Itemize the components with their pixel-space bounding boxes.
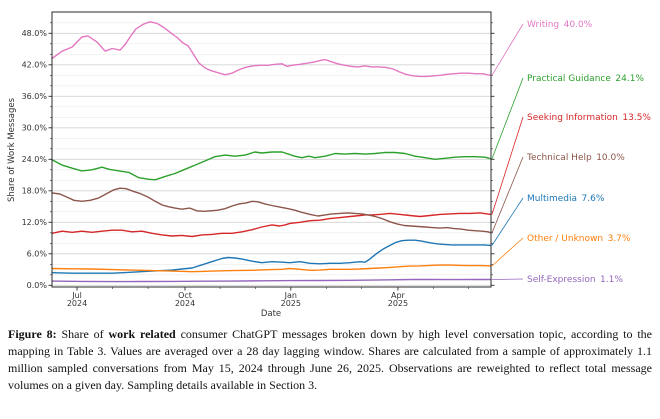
y-tick-label: 12.0%	[22, 218, 48, 227]
axis-tick-labels: 0.0% 6.0% 12.0% 18.0% 24.0% 30.0% 36.0% 42.0% 48…	[22, 29, 409, 308]
leader-line-self-expression	[491, 278, 524, 280]
y-tick-label: 24.0%	[22, 155, 48, 164]
leader-line-technical-help	[491, 156, 524, 233]
axes-frame	[51, 11, 492, 288]
legend-leader-lines	[491, 23, 524, 280]
legend-label-multimedia: Multimedia 7.6%	[527, 194, 605, 204]
series-line-other-unknown	[51, 264, 492, 273]
y-tick-label: 48.0%	[22, 29, 48, 38]
leader-line-practical-guidance	[491, 77, 524, 159]
y-tick-label: 30.0%	[22, 124, 48, 133]
legend-label-seeking-information: Seeking Information 13.5%	[527, 113, 651, 123]
series-line-seeking-information	[51, 212, 492, 238]
legend-label-writing: Writing 40.0%	[527, 20, 593, 30]
legend-label-self-expression: Self-Expression 1.1%	[527, 275, 623, 285]
series-lines	[51, 21, 492, 283]
caption-figure-number: Figure 8:	[8, 327, 57, 341]
x-tick-label: Oct 2024	[175, 291, 195, 308]
x-tick-label: Apr 2025	[388, 291, 408, 308]
figure-caption: Figure 8: Share of work related consumer…	[8, 326, 652, 394]
major-gridlines	[52, 32, 491, 286]
y-tick-label: 0.0%	[27, 281, 48, 290]
series-line-multimedia	[51, 239, 492, 274]
legend-label-technical-help: Technical Help 10.0%	[526, 153, 625, 163]
series-line-technical-help	[51, 187, 492, 234]
series-line-self-expression	[51, 278, 492, 283]
x-tick-label: Jan 2025	[281, 291, 301, 308]
axis-ticks	[48, 22, 495, 291]
leader-line-seeking-information	[491, 116, 524, 215]
y-tick-label: 42.0%	[22, 61, 48, 70]
leader-line-multimedia	[491, 197, 524, 246]
y-tick-label: 36.0%	[22, 92, 48, 101]
legend-label-practical-guidance: Practical Guidance 24.1%	[527, 74, 644, 84]
minor-gridlines	[52, 22, 491, 276]
work-topic-share-line-chart: 0.0% 6.0% 12.0% 18.0% 24.0% 30.0% 36.0% 42.0% 48…	[7, 11, 651, 319]
x-tick-label: Jul 2024	[67, 291, 87, 308]
caption-text-1: Share of	[56, 327, 109, 341]
series-line-writing	[51, 21, 492, 78]
y-axis-title: Share of Work Messages	[7, 97, 17, 202]
legend-label-other-unknown: Other / Unknown 3.7%	[527, 234, 631, 244]
series-line-practical-guidance	[51, 151, 492, 181]
leader-line-writing	[491, 23, 524, 76]
caption-text-2: consumer ChatGPT messages broken down by…	[8, 327, 652, 392]
y-tick-label: 6.0%	[27, 250, 48, 259]
leader-line-other-unknown	[491, 237, 524, 267]
plot-border	[51, 11, 492, 288]
legend-labels: Writing 40.0% Practical Guidance 24.1% See…	[526, 20, 651, 285]
caption-bold-work-related: work related	[108, 327, 176, 341]
y-tick-label: 18.0%	[22, 187, 48, 196]
x-axis-title: Date	[261, 309, 281, 319]
